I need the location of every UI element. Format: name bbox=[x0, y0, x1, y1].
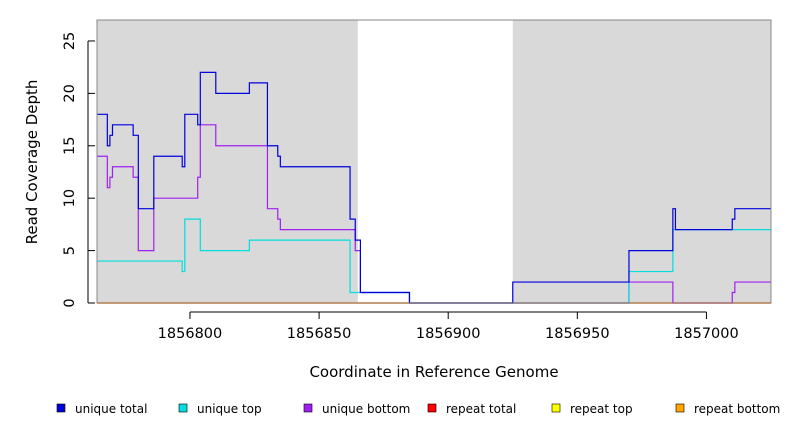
y-tick-label: 10 bbox=[62, 189, 78, 207]
legend-swatch-repeat-bottom bbox=[675, 403, 685, 413]
x-tick-label: 1857000 bbox=[674, 326, 739, 342]
y-axis-title: Read Coverage Depth bbox=[23, 80, 41, 245]
shaded-region-2 bbox=[512, 20, 771, 303]
legend-label-unique-top: unique top bbox=[197, 402, 262, 416]
legend-label-unique-bottom: unique bottom bbox=[322, 402, 410, 416]
shaded-regions bbox=[97, 20, 771, 303]
shaded-region-1 bbox=[97, 20, 358, 303]
y-tick-label: 15 bbox=[62, 137, 78, 155]
legend-label-repeat-total: repeat total bbox=[446, 402, 516, 416]
legend: unique total unique top unique bottom repea… bbox=[56, 402, 780, 416]
x-tick-label: 1856850 bbox=[287, 326, 352, 342]
y-tick-label: 20 bbox=[62, 84, 78, 102]
legend-swatch-unique-bottom bbox=[303, 403, 313, 413]
y-tick-label: 5 bbox=[62, 246, 78, 255]
legend-label-unique-total: unique total bbox=[75, 402, 147, 416]
legend-label-repeat-bottom: repeat bottom bbox=[694, 402, 780, 416]
plot-frame bbox=[96, 19, 772, 304]
y-axis: 0 5 10 15 20 25 bbox=[62, 32, 95, 308]
legend-swatch-unique-top bbox=[178, 403, 188, 413]
legend-swatch-unique-total bbox=[56, 403, 66, 413]
y-tick-label: 25 bbox=[62, 32, 78, 50]
legend-label-repeat-top: repeat top bbox=[570, 402, 633, 416]
x-tick-label: 1856950 bbox=[545, 326, 610, 342]
x-axis: 1856800 1856850 1856900 1856950 1857000 bbox=[158, 311, 739, 342]
series-line-unique-top bbox=[97, 218, 771, 304]
x-tick-label: 1856900 bbox=[416, 326, 481, 342]
x-axis-title: Coordinate in Reference Genome bbox=[309, 363, 558, 381]
series-line-unique-total bbox=[97, 71, 771, 304]
legend-swatch-repeat-total bbox=[427, 403, 437, 413]
legend-swatch-repeat-top bbox=[551, 403, 561, 413]
y-tick-label: 0 bbox=[62, 298, 78, 307]
series-line-unique-bottom bbox=[97, 124, 771, 304]
x-tick-label: 1856800 bbox=[158, 326, 223, 342]
